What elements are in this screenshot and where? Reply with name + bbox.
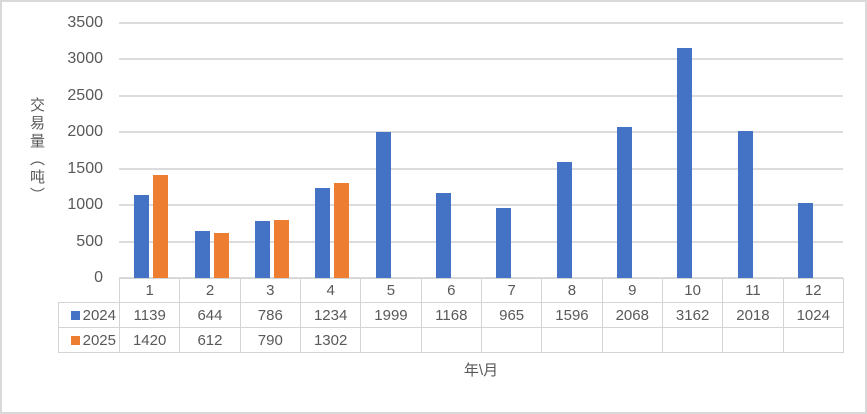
bar-2024-month-11 [737, 131, 753, 278]
month-header-10: 10 [661, 278, 724, 303]
cell-2025-month-3: 790 [239, 327, 301, 353]
month-header-9: 9 [601, 278, 663, 303]
y-tick-1500: 1500 [67, 159, 103, 177]
y-tick-500: 500 [76, 232, 103, 250]
cell-2024-month-2: 644 [179, 302, 241, 328]
cell-2025-month-11 [722, 327, 784, 353]
series-row-2025: 2025 1420 612 790 1302 [58, 327, 844, 353]
bar-2024-month-7 [496, 207, 512, 278]
bar-2025-month-3 [273, 220, 289, 278]
month-header-12: 12 [782, 278, 844, 303]
y-tick-2500: 2500 [67, 86, 103, 104]
cell-2024-month-5: 1999 [360, 302, 422, 328]
cell-2025-month-7 [480, 327, 543, 353]
cell-2024-month-7: 965 [480, 302, 543, 328]
cell-2025-month-12 [782, 327, 844, 353]
bar-2024-month-4 [315, 188, 331, 278]
chart-data-table: 1 2 3 4 5 6 7 8 9 10 11 12 2024 1139 644 786 1234 1999 116… [58, 278, 844, 353]
month-header-11: 11 [722, 278, 784, 303]
bar-2025-month-4 [334, 183, 350, 278]
bar-2025-month-2 [213, 233, 229, 278]
y-axis-title: 交易量（吨） [28, 96, 45, 205]
gridline-2000 [119, 131, 843, 134]
gridline-1500 [119, 167, 843, 170]
cell-2025-month-4: 1302 [299, 327, 362, 353]
bar-2024-month-8 [556, 161, 572, 278]
bar-2024-month-3 [254, 220, 270, 278]
month-header-5: 5 [360, 278, 422, 303]
y-tick-3500: 3500 [67, 14, 103, 31]
cell-2024-month-12: 1024 [782, 302, 844, 328]
cell-2024-month-6: 1168 [420, 302, 482, 328]
bar-2024-month-2 [194, 231, 210, 278]
bar-2024-month-6 [435, 192, 451, 278]
cell-2024-month-1: 1139 [118, 302, 181, 328]
month-header-7: 7 [480, 278, 543, 303]
cell-2025-month-6 [420, 327, 482, 353]
cell-2025-month-1: 1420 [118, 327, 181, 353]
bar-2024-month-10 [677, 47, 693, 278]
bar-2024-month-5 [375, 132, 391, 278]
bar-2024-month-1 [134, 195, 150, 278]
legend-swatch-2025 [70, 335, 80, 345]
month-header-3: 3 [239, 278, 301, 303]
y-tick-1000: 1000 [67, 196, 103, 214]
month-header-4: 4 [299, 278, 362, 303]
cell-2024-month-8: 1596 [541, 302, 603, 328]
y-tick-0: 0 [94, 269, 103, 286]
month-header-8: 8 [541, 278, 603, 303]
bar-2024-month-9 [616, 127, 632, 278]
gridline-2500 [119, 94, 843, 97]
cell-2025-month-8 [541, 327, 603, 353]
cell-2025-month-9 [601, 327, 663, 353]
gridline-1000 [119, 204, 843, 207]
y-tick-2000: 2000 [67, 123, 103, 141]
bar-2024-month-12 [797, 203, 813, 278]
cell-2024-month-10: 3162 [661, 302, 724, 328]
x-axis-title: 年\月 [463, 362, 499, 379]
legend-2024: 2024 [58, 302, 120, 328]
gridline-3000 [119, 58, 843, 61]
cell-2025-month-5 [360, 327, 422, 353]
cell-2024-month-4: 1234 [299, 302, 362, 328]
month-header-1: 1 [118, 278, 181, 303]
series-row-2024: 2024 1139 644 786 1234 1999 1168 965 1596 2068 316… [58, 302, 844, 328]
bar-2025-month-1 [153, 174, 169, 278]
cell-2024-month-9: 2068 [601, 302, 663, 328]
month-header-6: 6 [420, 278, 482, 303]
y-tick-3000: 3000 [67, 50, 103, 68]
cell-2024-month-3: 786 [239, 302, 301, 328]
month-header-row: 1 2 3 4 5 6 7 8 9 10 11 12 [59, 278, 844, 303]
gridline-500 [119, 240, 843, 243]
month-header-2: 2 [179, 278, 241, 303]
cell-2024-month-11: 2018 [722, 302, 784, 328]
gridline-3500 [119, 22, 843, 24]
cell-2025-month-2: 612 [179, 327, 241, 353]
legend-swatch-2024 [70, 310, 80, 320]
cell-2025-month-10 [661, 327, 724, 353]
table-corner-cell [59, 279, 120, 303]
legend-2025: 2025 [58, 327, 120, 353]
